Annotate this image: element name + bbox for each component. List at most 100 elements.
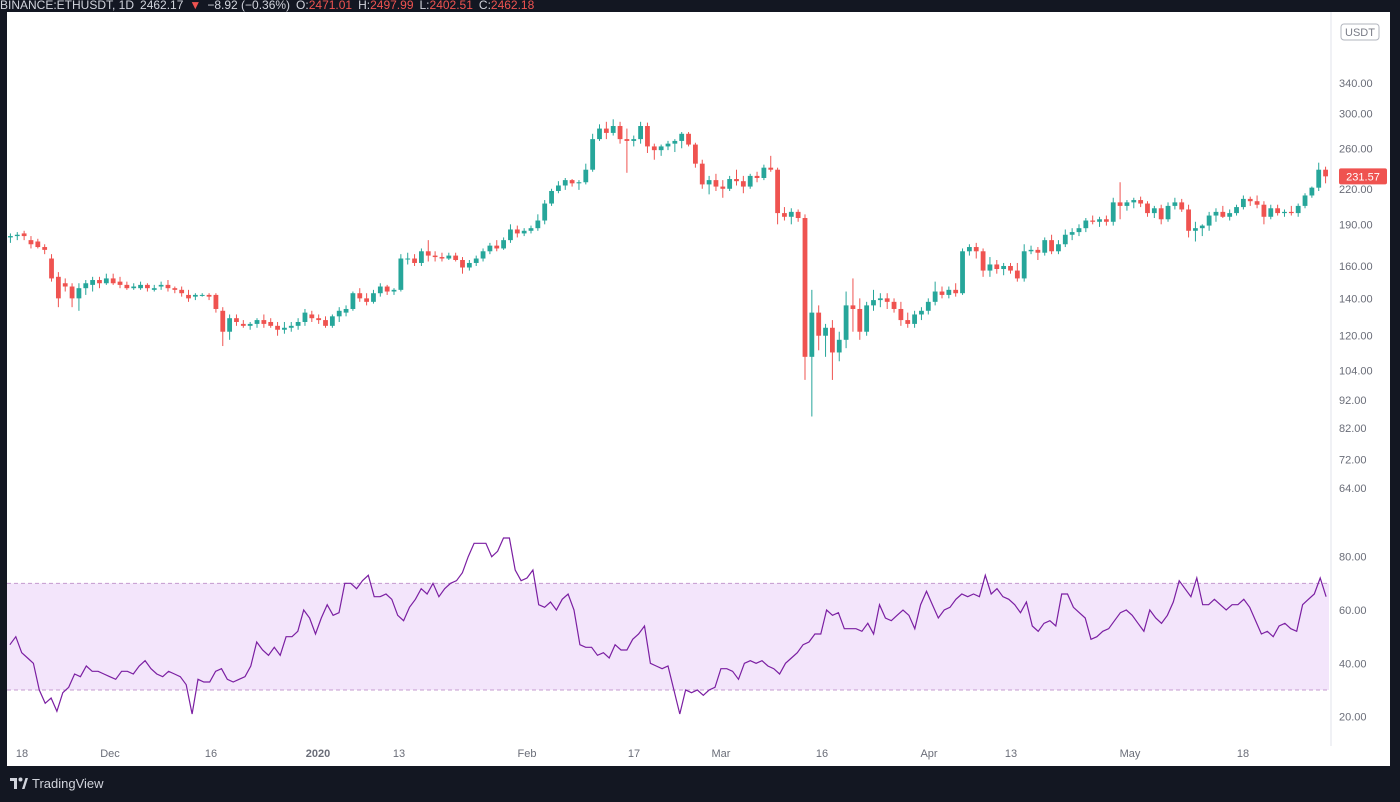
- candle-body: [343, 308, 349, 313]
- candle-body: [206, 294, 212, 297]
- candle: [740, 175, 746, 194]
- candle-body: [323, 320, 328, 326]
- candle: [494, 240, 500, 252]
- candle-body: [1261, 204, 1267, 217]
- low-value: 2402.51: [429, 0, 473, 12]
- candle-body: [597, 128, 602, 140]
- open-label: O:: [296, 0, 309, 12]
- candle-body: [925, 301, 931, 311]
- candle: [953, 283, 959, 297]
- candle: [412, 254, 417, 266]
- candle-body: [549, 190, 554, 204]
- symbol-label[interactable]: BINANCE:ETHUSDT, 1D: [0, 0, 135, 12]
- candle-body: [953, 289, 959, 294]
- candle-body: [1042, 240, 1048, 253]
- candle: [1117, 182, 1123, 220]
- candle: [898, 301, 904, 326]
- candle: [103, 273, 109, 285]
- candle-body: [782, 213, 787, 217]
- candle-body: [720, 186, 726, 189]
- candle-body: [1282, 211, 1287, 214]
- candle-body: [617, 126, 623, 140]
- chart-canvas[interactable]: USDT 340.00 300.00 260.00 220.00 190.00 160.00…: [7, 12, 1390, 766]
- candle-body: [1309, 187, 1315, 196]
- candle: [460, 257, 465, 274]
- candle: [603, 121, 609, 140]
- candle: [172, 286, 178, 294]
- candle: [1049, 234, 1054, 255]
- candle-body: [994, 264, 1000, 270]
- tradingview-logo-icon[interactable]: [10, 776, 28, 790]
- candle: [672, 139, 678, 153]
- candle-body: [939, 291, 945, 295]
- candle-body: [336, 310, 342, 317]
- rsi-series-line: [9, 537, 1327, 715]
- candle: [49, 254, 54, 282]
- candle: [487, 242, 493, 255]
- candle-body: [145, 284, 150, 289]
- candle-body: [919, 310, 924, 315]
- x-axis-label: 2020: [306, 748, 330, 760]
- price-tick-label: 120.00: [1339, 331, 1373, 343]
- candle-body: [898, 308, 904, 321]
- candle-body: [158, 284, 164, 287]
- candle: [576, 180, 582, 190]
- candle: [597, 124, 602, 141]
- candle-body: [535, 220, 541, 229]
- candle: [1206, 211, 1212, 231]
- candle: [864, 301, 870, 336]
- candle-body: [460, 259, 465, 268]
- candle-body: [487, 245, 493, 252]
- price-change: −8.92 (−0.36%): [207, 0, 291, 12]
- candle-body: [466, 262, 472, 268]
- candle-body: [1165, 205, 1171, 220]
- candle-body: [1049, 240, 1054, 252]
- candle: [247, 321, 253, 330]
- high-label: H:: [358, 0, 371, 12]
- candle: [857, 298, 863, 340]
- candle-body: [1028, 249, 1034, 252]
- candle-body: [1240, 198, 1246, 208]
- candle-body: [864, 305, 870, 332]
- candle-body: [699, 163, 705, 185]
- candle: [398, 254, 404, 292]
- candle: [960, 248, 965, 295]
- candle: [206, 293, 212, 301]
- candle: [1193, 221, 1198, 242]
- candle: [925, 298, 931, 315]
- candle: [1028, 245, 1034, 255]
- candle: [1076, 224, 1082, 237]
- x-axis-label: 16: [205, 748, 217, 760]
- candle: [1138, 196, 1144, 208]
- candle-body: [302, 312, 308, 322]
- candlestick-series: [8, 119, 1328, 417]
- candle: [514, 225, 520, 238]
- candle-body: [809, 312, 815, 357]
- candle: [556, 181, 561, 194]
- candle-body: [69, 286, 75, 299]
- brand-name[interactable]: TradingView: [32, 776, 104, 791]
- candle-body: [405, 258, 411, 260]
- candle: [165, 280, 171, 292]
- candle: [638, 121, 643, 144]
- candle-body: [453, 255, 459, 260]
- candle-body: [275, 325, 280, 330]
- symbol-info-bar: BINANCE:ETHUSDT, 1D 2462.17 ▼ −8.92 (−0.36%…: [0, 0, 1400, 12]
- candle: [309, 310, 315, 322]
- close-label: C:: [478, 0, 491, 12]
- chart-area[interactable]: USDT 340.00 300.00 260.00 220.00 190.00 160.00…: [7, 12, 1390, 766]
- candle-body: [912, 314, 917, 324]
- candle: [912, 310, 917, 328]
- candle-body: [1117, 202, 1123, 206]
- candle: [699, 159, 705, 189]
- x-axis-label: May: [1120, 748, 1141, 760]
- candle: [268, 318, 274, 328]
- candle-body: [21, 233, 27, 237]
- candle: [288, 321, 294, 332]
- candle-body: [439, 257, 445, 259]
- candle: [795, 209, 801, 222]
- candle-body: [432, 255, 438, 258]
- candle-body: [1097, 219, 1102, 222]
- rsi-tick-label: 20.00: [1339, 712, 1367, 724]
